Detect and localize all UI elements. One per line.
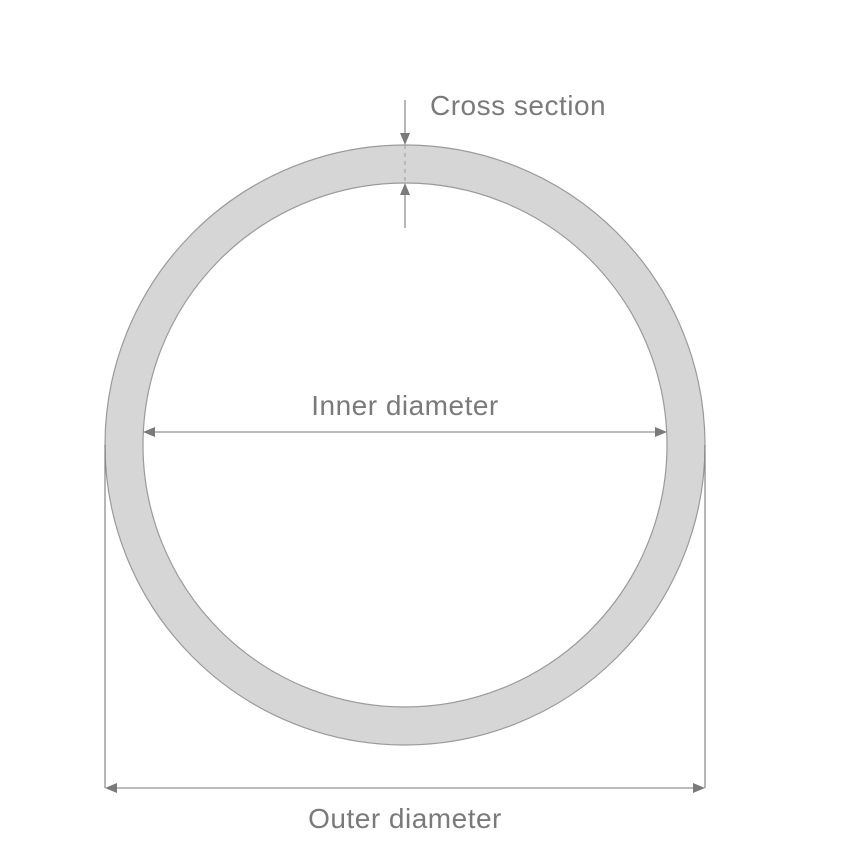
inner-diameter-label: Inner diameter xyxy=(311,390,499,421)
ring-shape xyxy=(105,145,705,745)
cross-section-label: Cross section xyxy=(430,90,606,121)
ring-dimension-diagram: Cross section Inner diameter Outer diame… xyxy=(0,0,850,850)
inner-diameter-dimension: Inner diameter xyxy=(143,390,667,437)
outer-diameter-label: Outer diameter xyxy=(308,803,502,834)
